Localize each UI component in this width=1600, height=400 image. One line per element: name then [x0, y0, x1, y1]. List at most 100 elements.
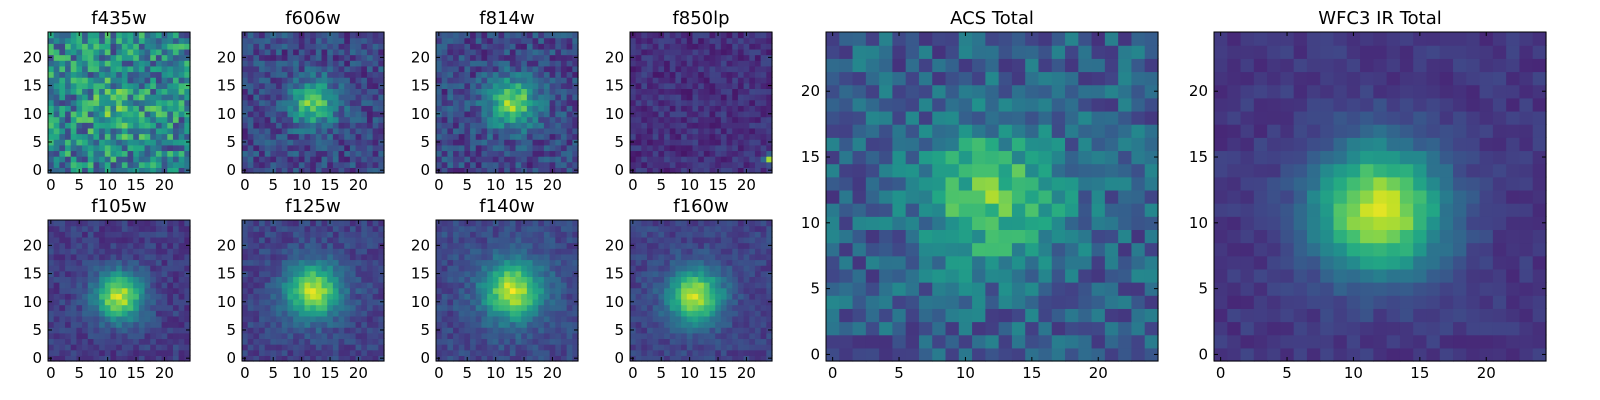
heatmap-cell [647, 105, 654, 112]
heatmap-cell [48, 293, 55, 300]
heatmap-cell [361, 259, 368, 266]
heatmap-cell [315, 32, 323, 39]
heatmap-cell [560, 110, 568, 118]
heatmap-cell [82, 71, 89, 78]
heatmap-cell [167, 248, 174, 255]
heatmap-cell [703, 127, 711, 135]
heatmap-cell [487, 156, 494, 163]
heatmap-cell [458, 298, 465, 306]
heatmap-cell [110, 344, 117, 351]
heatmap-cell [349, 236, 357, 244]
heatmap-cell [532, 282, 539, 289]
heatmap-cell [349, 116, 357, 123]
heatmap-cell [572, 88, 579, 95]
heatmap-cell [698, 116, 705, 123]
heatmap-cell [630, 43, 637, 50]
heatmap-cell [264, 65, 271, 73]
heatmap-cell [155, 127, 163, 135]
heatmap-cell [487, 71, 494, 78]
heatmap-cell [560, 32, 568, 39]
heatmap-cell [172, 88, 180, 95]
heatmap-cell [709, 321, 716, 328]
heatmap-cell [327, 37, 334, 44]
heatmap-cell [481, 327, 488, 334]
heatmap-cell [242, 276, 249, 283]
heatmap-cell [321, 287, 328, 294]
heatmap-cell [144, 161, 151, 168]
heatmap-cell [281, 236, 289, 244]
heatmap-cell [492, 54, 500, 61]
heatmap-cell [304, 161, 311, 168]
heatmap-cell [65, 144, 72, 152]
x-tick-label: 20 [543, 176, 562, 194]
heatmap-cell [549, 332, 556, 340]
heatmap-cell [276, 265, 283, 272]
heatmap-cell [492, 315, 500, 323]
heatmap-cell [447, 315, 454, 323]
heatmap-cell [310, 293, 317, 300]
heatmap-cell [304, 310, 311, 317]
heatmap-cell [726, 110, 733, 118]
heatmap-cell [332, 276, 340, 283]
heatmap-cell [669, 332, 677, 340]
heatmap-cell [155, 265, 163, 272]
heatmap-cell [509, 110, 517, 118]
heatmap-cell [110, 110, 117, 118]
heatmap-cell [281, 265, 289, 272]
heatmap-cell [361, 48, 368, 56]
heatmap-cell [127, 293, 134, 300]
heatmap-cell [65, 37, 72, 44]
heatmap-cell [526, 60, 534, 67]
heatmap-cell [498, 54, 505, 61]
heatmap-cell [99, 327, 106, 334]
heatmap-cell [349, 276, 357, 283]
heatmap-cell [715, 77, 722, 84]
heatmap-cell [127, 220, 134, 227]
heatmap-cell [566, 167, 573, 174]
heatmap-cell [344, 310, 351, 317]
heatmap-cell [155, 236, 163, 244]
heatmap-cell [641, 270, 648, 277]
heatmap-cell [310, 116, 317, 123]
heatmap-cell [504, 321, 511, 328]
heatmap-cell [116, 65, 123, 73]
heatmap-cell [327, 276, 334, 283]
heatmap-cell [737, 54, 745, 61]
heatmap-cell [116, 37, 123, 44]
heatmap-cell [59, 144, 66, 152]
heatmap-cell [184, 116, 191, 123]
x-tick-label: 20 [349, 364, 368, 382]
heatmap-cell [93, 315, 100, 323]
heatmap-cell [743, 99, 750, 106]
heatmap-cell [504, 167, 511, 174]
heatmap-cell [276, 150, 283, 157]
heatmap-cell [259, 150, 266, 157]
heatmap-cell [532, 321, 539, 328]
heatmap-cell [121, 65, 129, 73]
heatmap-cell [172, 156, 180, 163]
heatmap-cell [155, 71, 163, 78]
heatmap-cell [749, 167, 756, 174]
heatmap-cell [127, 77, 134, 84]
heatmap-cell [532, 82, 539, 89]
heatmap-cell [287, 231, 294, 238]
heatmap-cell [59, 287, 66, 294]
heatmap-cell [669, 133, 677, 140]
heatmap-cell [543, 88, 551, 95]
heatmap-cell [720, 77, 728, 84]
heatmap-cell [504, 43, 511, 50]
heatmap-cell [560, 327, 568, 334]
heatmap-cell [458, 321, 465, 328]
heatmap-cell [167, 105, 174, 112]
heatmap-cell [447, 287, 454, 294]
heatmap-cell [70, 167, 77, 174]
heatmap-cell [76, 65, 83, 73]
heatmap-cell [641, 167, 648, 174]
heatmap-cell [327, 287, 334, 294]
heatmap-cell [630, 105, 637, 112]
heatmap-cell [458, 231, 465, 238]
heatmap-cell [327, 298, 334, 306]
heatmap-cell [726, 282, 733, 289]
heatmap-cell [104, 344, 112, 351]
heatmap-cell [110, 65, 117, 73]
